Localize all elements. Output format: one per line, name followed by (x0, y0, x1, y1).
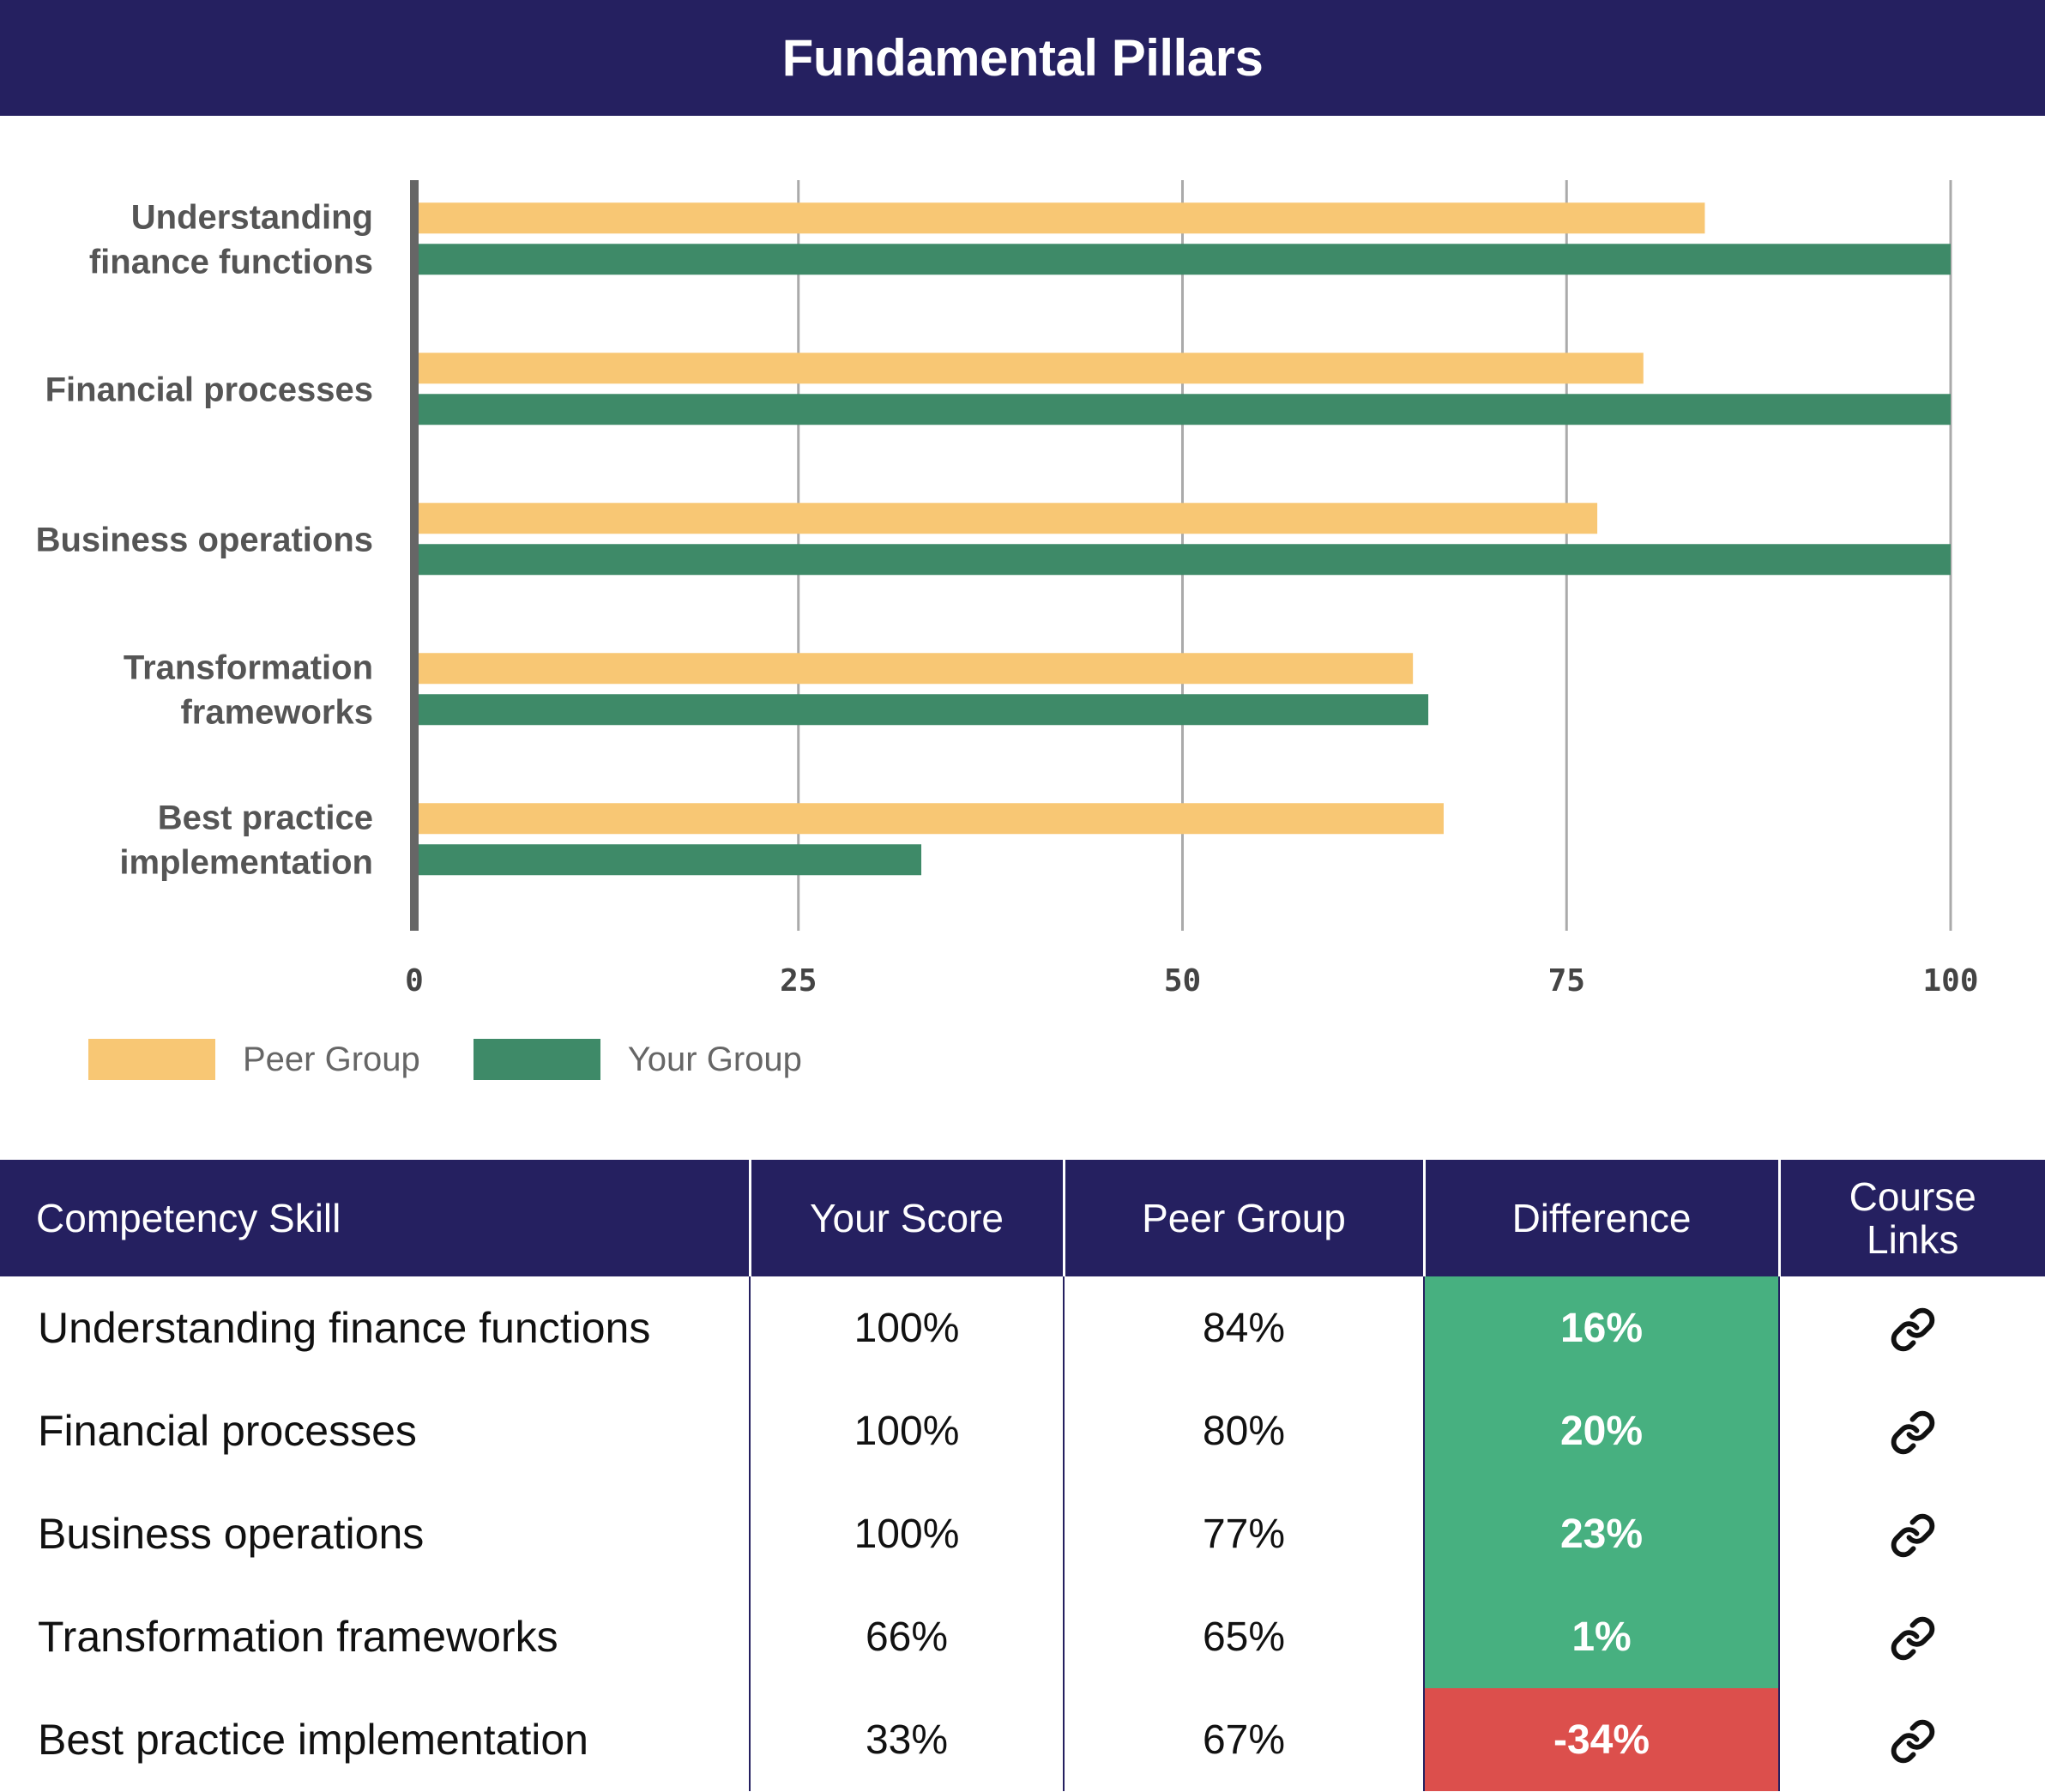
table-row: Financial processes 100% 80% 20% (0, 1379, 2045, 1482)
table-row: Best practice implementation 33% 67% -34% (0, 1688, 2045, 1791)
cell-peer-group: 84% (1063, 1276, 1424, 1379)
category-label: frameworks (180, 693, 373, 731)
bar-peer-group (414, 353, 1644, 384)
link-icon[interactable] (1890, 1510, 1936, 1557)
bar-your-group (414, 394, 1951, 425)
header-course-links-line1: Course (1849, 1174, 1976, 1219)
header-difference: Difference (1422, 1160, 1779, 1276)
legend-swatch-peer (88, 1039, 215, 1080)
cell-skill: Best practice implementation (38, 1716, 588, 1764)
page-title: Fundamental Pillars (0, 0, 2045, 116)
cell-peer-group: 80% (1063, 1379, 1424, 1482)
cell-peer-group: 67% (1063, 1688, 1424, 1791)
bar-your-group (414, 844, 922, 876)
cell-difference: 20% (1423, 1379, 1780, 1482)
header-competency-skill: Competency Skill (0, 1160, 750, 1276)
chart-legend: Peer Group Your Group (88, 1038, 855, 1081)
cell-course-link[interactable] (1778, 1276, 2045, 1379)
cell-skill: Understanding finance functions (38, 1304, 651, 1352)
bar-peer-group (414, 803, 1444, 835)
cell-your-score: 66% (749, 1585, 1064, 1688)
bar-chart: 0 25 50 75 100 Understanding finance functions… (36, 180, 1979, 999)
link-icon[interactable] (1890, 1613, 1936, 1660)
cell-difference: -34% (1423, 1688, 1780, 1791)
cell-your-score: 100% (749, 1482, 1064, 1585)
cell-difference: 1% (1423, 1585, 1780, 1688)
header-peer-group: Peer Group (1062, 1160, 1424, 1276)
link-icon[interactable] (1890, 1407, 1936, 1454)
cell-course-link[interactable] (1778, 1482, 2045, 1585)
legend-item-your: Your Group (473, 1039, 802, 1080)
x-tick-label: 100 (1922, 963, 1978, 999)
legend-label-your: Your Group (627, 1040, 802, 1078)
bar-peer-group (414, 202, 1705, 234)
category-label: Transformation (124, 649, 373, 686)
cell-your-score: 33% (749, 1688, 1064, 1791)
cell-peer-group: 65% (1063, 1585, 1424, 1688)
legend-item-peer: Peer Group (88, 1039, 420, 1080)
cell-skill: Financial processes (38, 1407, 417, 1455)
table-row: Understanding finance functions 100% 84% 16… (0, 1276, 2045, 1379)
bar-your-group (414, 544, 1951, 576)
category-label: implementation (119, 843, 373, 881)
cell-skill: Business operations (38, 1510, 425, 1558)
header-course-links: Course Links (1777, 1160, 2045, 1276)
link-icon[interactable] (1890, 1716, 1936, 1763)
x-tick-label: 75 (1548, 963, 1585, 999)
x-tick-label: 50 (1164, 963, 1201, 999)
legend-swatch-your (473, 1039, 600, 1080)
category-label: Financial processes (45, 371, 373, 408)
cell-course-link[interactable] (1778, 1688, 2045, 1791)
link-icon[interactable] (1890, 1304, 1936, 1351)
legend-label-peer: Peer Group (243, 1040, 420, 1078)
category-label: Best practice (158, 799, 373, 836)
bar-your-group (414, 694, 1429, 726)
cell-difference: 16% (1423, 1276, 1780, 1379)
cell-course-link[interactable] (1778, 1585, 2045, 1688)
bar-peer-group (414, 503, 1598, 534)
cell-your-score: 100% (749, 1379, 1064, 1482)
competency-table: Competency Skill Your Score Peer Group D… (0, 1160, 2045, 1791)
category-label: finance functions (89, 243, 373, 281)
header-course-links-line2: Links (1867, 1217, 1959, 1262)
cell-course-link[interactable] (1778, 1379, 2045, 1482)
cell-skill: Transformation frameworks (38, 1613, 558, 1661)
cell-difference: 23% (1423, 1482, 1780, 1585)
cell-your-score: 100% (749, 1276, 1064, 1379)
cell-peer-group: 77% (1063, 1482, 1424, 1585)
category-label: Business operations (36, 521, 373, 558)
x-tick-label: 25 (780, 963, 817, 999)
table-row: Business operations 100% 77% 23% (0, 1482, 2045, 1585)
bar-your-group (414, 244, 1951, 275)
x-tick-label: 0 (405, 963, 424, 999)
header-your-score: Your Score (748, 1160, 1064, 1276)
table-row: Transformation frameworks 66% 65% 1% (0, 1585, 2045, 1688)
category-label: Understanding (131, 198, 373, 236)
bar-peer-group (414, 653, 1414, 685)
table-header-row: Competency Skill Your Score Peer Group D… (0, 1160, 2045, 1276)
